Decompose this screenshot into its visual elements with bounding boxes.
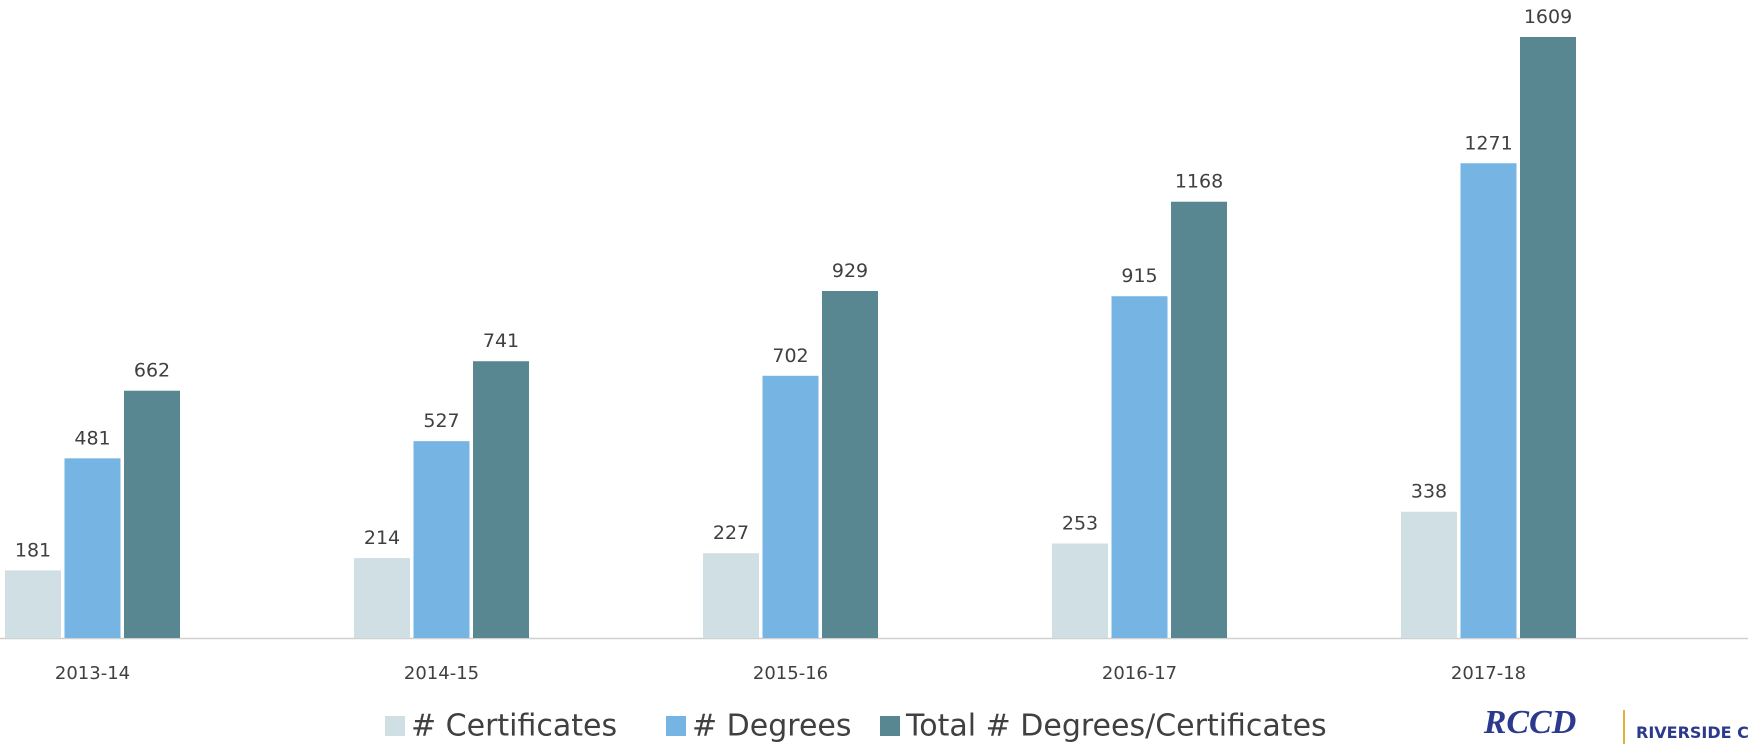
legend-swatch (666, 716, 686, 736)
x-tick-label: 2015-16 (753, 663, 828, 684)
legend-label: # Degrees (692, 709, 852, 744)
bar (1052, 543, 1108, 638)
value-label: 481 (74, 427, 110, 449)
logo-text: RIVERSIDE C (1636, 723, 1748, 742)
value-label: 1271 (1464, 132, 1512, 154)
x-tick-label: 2014-15 (404, 663, 479, 684)
bar (1171, 201, 1227, 638)
bar (822, 290, 878, 638)
value-label: 1168 (1175, 171, 1223, 193)
value-label: 1609 (1524, 6, 1572, 28)
x-tick-label: 2013-14 (55, 663, 130, 684)
value-label: 929 (832, 260, 868, 282)
bar (762, 375, 819, 638)
bar (1520, 37, 1576, 638)
x-tick-label: 2017-18 (1451, 663, 1526, 684)
legend-swatch (880, 716, 900, 736)
x-tick-label: 2016-17 (1102, 663, 1177, 684)
bar (413, 441, 470, 638)
bar (354, 558, 410, 638)
value-label: 702 (772, 345, 808, 367)
value-label: 527 (423, 410, 459, 432)
bar (5, 570, 61, 638)
logo-mark: RCCD (1483, 704, 1577, 741)
legend-label: # Certificates (411, 709, 617, 744)
bar (64, 458, 121, 638)
legend-label: Total # Degrees/Certificates (905, 709, 1327, 744)
value-label: 741 (483, 330, 519, 352)
value-label: 214 (364, 527, 400, 549)
value-label: 915 (1121, 265, 1157, 287)
value-label: 227 (713, 522, 749, 544)
bar (1111, 296, 1168, 638)
bar (703, 553, 759, 638)
value-label: 662 (134, 360, 170, 382)
bar (124, 390, 180, 638)
value-label: 181 (15, 539, 51, 561)
value-label: 338 (1411, 481, 1447, 503)
bar (1460, 163, 1517, 638)
value-label: 253 (1062, 512, 1098, 534)
bar (473, 361, 529, 638)
bar (1401, 511, 1457, 638)
legend-swatch (385, 716, 405, 736)
